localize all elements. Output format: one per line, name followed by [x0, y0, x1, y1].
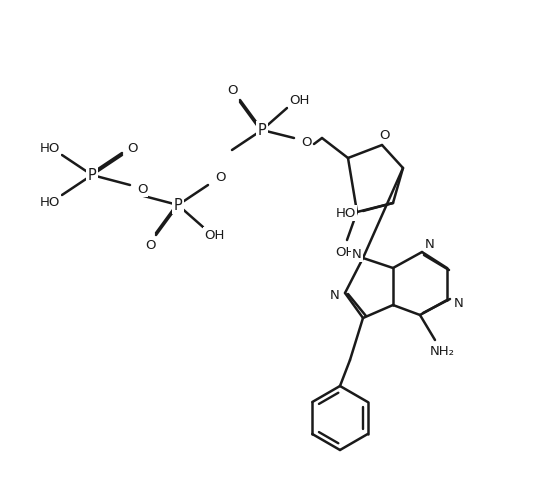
Text: OH: OH	[335, 246, 355, 258]
Text: P: P	[174, 198, 183, 212]
Text: NH₂: NH₂	[430, 344, 454, 358]
Text: O: O	[126, 141, 138, 155]
Text: O: O	[379, 128, 390, 141]
Text: O: O	[214, 170, 225, 183]
Text: O: O	[137, 182, 147, 196]
Text: P: P	[257, 123, 266, 137]
Text: N: N	[425, 238, 435, 250]
Text: N: N	[454, 296, 464, 310]
Text: N: N	[330, 288, 340, 301]
Text: P: P	[87, 167, 96, 182]
Text: HO: HO	[40, 196, 60, 208]
Text: O: O	[227, 83, 237, 96]
Text: N: N	[352, 247, 362, 260]
Text: HO: HO	[40, 141, 60, 155]
Text: OH: OH	[289, 93, 309, 107]
Text: HO: HO	[336, 206, 356, 219]
Text: OH: OH	[204, 229, 224, 242]
Text: O: O	[145, 239, 155, 251]
Text: O: O	[301, 135, 311, 149]
